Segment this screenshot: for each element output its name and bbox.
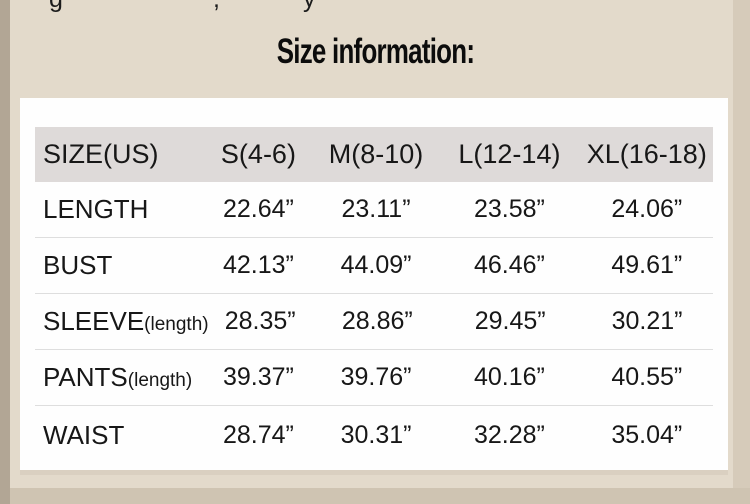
page-title: Size information: <box>276 32 474 71</box>
header-col-m: M(8-10) <box>328 139 424 169</box>
left-border-strip <box>0 0 10 504</box>
table-row-waist: WAIST 28.74” 30.31” 32.28” 35.04” <box>35 406 713 464</box>
cell-value: 40.16” <box>473 363 545 391</box>
cell-value: 42.13” <box>222 251 294 279</box>
row-label: PANTS(length) <box>35 362 203 393</box>
cell-value: 32.28” <box>473 420 545 449</box>
cropped-text-line: g , y <box>0 0 750 14</box>
size-table-header-row: SIZE(US) S(4-6) M(8-10) L(12-14) XL(16-1… <box>35 127 713 182</box>
size-table: SIZE(US) S(4-6) M(8-10) L(12-14) XL(16-1… <box>35 127 713 464</box>
header-col-s: S(4-6) <box>220 139 296 169</box>
table-row-pants: PANTS(length) 39.37” 39.76” 40.16” 40.55… <box>35 350 713 406</box>
cell-value: 46.46” <box>473 251 545 279</box>
row-label-text: PANTS <box>43 362 128 392</box>
header-size-label: SIZE(US) <box>43 139 159 169</box>
table-row-length: LENGTH 22.64” 23.11” 23.58” 24.06” <box>35 182 713 238</box>
row-label-text: SLEEVE <box>43 306 145 336</box>
cell-value: 39.76” <box>340 363 412 391</box>
cell-value: 29.45” <box>474 307 546 335</box>
row-label-text: LENGTH <box>43 194 149 224</box>
cell-value: 24.06” <box>611 195 683 223</box>
cell-value: 44.09” <box>340 251 412 279</box>
header-col-xl: XL(16-18) <box>586 139 707 169</box>
cell-value: 28.35” <box>224 307 296 335</box>
cell-value: 23.11” <box>341 195 411 223</box>
row-label-suffix: (length) <box>127 370 193 391</box>
cell-value: 23.58” <box>473 195 545 223</box>
row-label: LENGTH <box>35 194 203 225</box>
row-label: BUST <box>35 250 203 281</box>
table-row-sleeve: SLEEVE(length) 28.35” 28.86” 29.45” 30.2… <box>35 294 713 350</box>
cropped-text-fragment: y <box>303 0 316 14</box>
cell-value: 35.04” <box>611 420 683 449</box>
cell-value: 30.21” <box>611 307 683 335</box>
row-label-text: WAIST <box>43 419 125 450</box>
cell-value: 39.37” <box>222 363 294 391</box>
right-border-strip <box>733 0 750 488</box>
cell-value: 49.61” <box>611 251 683 279</box>
cropped-text-fragment: , <box>213 0 220 14</box>
cell-value: 28.86” <box>341 307 413 335</box>
size-table-card: SIZE(US) S(4-6) M(8-10) L(12-14) XL(16-1… <box>20 98 728 470</box>
row-label-text: BUST <box>43 250 113 280</box>
cell-value: 40.55” <box>611 363 683 391</box>
cropped-text-fragment: g <box>49 0 63 14</box>
row-label: SLEEVE(length) <box>35 306 209 337</box>
table-row-bust: BUST 42.13” 44.09” 46.46” 49.61” <box>35 238 713 294</box>
cell-value: 30.31” <box>340 420 412 449</box>
cell-value: 28.74” <box>222 420 294 449</box>
cell-value: 22.64” <box>222 195 294 223</box>
row-label-suffix: (length) <box>144 314 209 335</box>
header-col-l: L(12-14) <box>458 139 561 169</box>
bottom-border-strip <box>10 488 750 504</box>
row-label: WAIST <box>35 420 203 451</box>
section-title-wrap: Size information: <box>0 32 750 72</box>
